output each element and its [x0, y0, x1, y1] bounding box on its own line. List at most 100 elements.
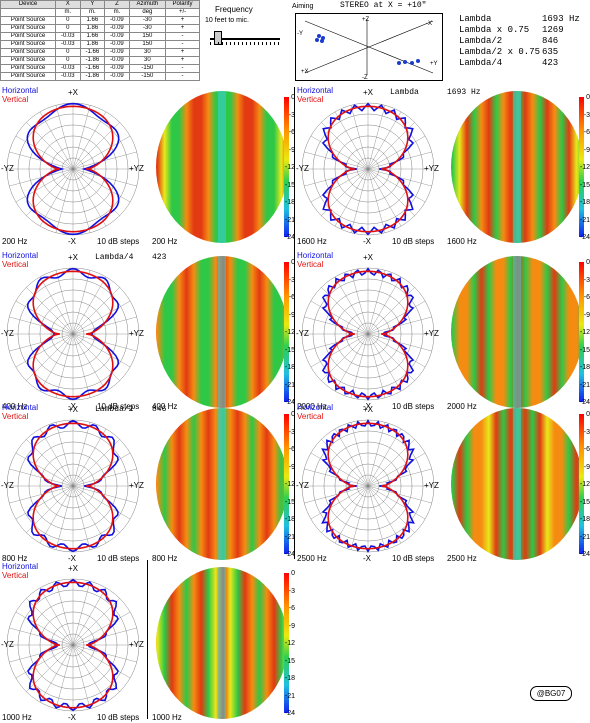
axis-left: -YZ: [296, 329, 309, 338]
table-cell: 1.66: [79, 16, 106, 25]
legend-vertical: Vertical: [297, 412, 324, 421]
horizontal-curve: [321, 267, 415, 401]
axis-top: +X: [363, 253, 374, 262]
table-cell: -0.03: [55, 32, 81, 41]
colorbar-tick: -18: [284, 199, 295, 206]
lambda-label: Lambda/2 x 0.75: [459, 47, 541, 57]
plot-steps: 10 dB steps: [97, 554, 140, 563]
colorbar-tick: -21: [284, 381, 295, 389]
plot-frequency: 1000 Hz: [2, 713, 32, 722]
axis-bottom: -X: [68, 554, 76, 563]
axis-bottom: -X: [68, 402, 76, 411]
map-frequency: 200 Hz: [152, 237, 178, 246]
table-cell: 150: [128, 40, 167, 49]
table-cell: -150: [128, 64, 167, 73]
table-cell: Point Source: [0, 72, 57, 81]
table-cell: -30: [128, 24, 167, 33]
colorbar-tick: -12: [284, 329, 295, 336]
colorbar-tick: -3: [583, 428, 590, 436]
vertical-curve: [32, 105, 114, 233]
axis-right: +YZ: [424, 329, 439, 338]
colorbar-tick: 0: [586, 94, 590, 101]
lambda-annotation: Lambda/2: [95, 405, 134, 414]
colorbar-tick: 0: [291, 570, 295, 577]
plot-steps: 10 dB steps: [97, 402, 140, 411]
table-row: Point Source -0.03 -1.86 -0.09 -150-: [0, 72, 200, 81]
legend-horizontal: Horizontal: [297, 86, 334, 95]
lambda-annotation: Lambda: [390, 88, 419, 97]
table-cell: 1.86: [79, 40, 106, 49]
axis-left: -YZ: [1, 329, 14, 338]
colorbar-tick: -24: [284, 551, 295, 558]
table-row: Point Source 0 -1.86 -0.09 30 +: [0, 56, 200, 65]
plot-frequency: 200 Hz: [2, 237, 28, 246]
polar-plot: [6, 419, 140, 553]
legend-horizontal: Horizontal: [297, 251, 334, 260]
table-row: Point Source -0.03 1.66 -0.09 150-: [0, 32, 200, 41]
axis-top: +X: [68, 564, 79, 573]
colorbar-tick: -21: [284, 692, 295, 700]
lambda-note: 846: [152, 405, 167, 414]
aim-z-bottom: -Z: [362, 75, 368, 81]
axis-left: -YZ: [296, 164, 309, 173]
legend-vertical: Vertical: [2, 571, 29, 580]
frequency-slider[interactable]: [206, 28, 284, 46]
table-cell: -: [165, 72, 200, 81]
table-cell: -0.09: [104, 24, 130, 33]
polar-plot: [6, 102, 140, 236]
table-cell: -0.09: [104, 16, 130, 25]
aiming-diagram: +Z -Z +X -X -Y +Y: [295, 13, 443, 81]
legend-horizontal: Horizontal: [2, 562, 39, 571]
table-cell: -30: [128, 16, 167, 25]
colorbar-tick: -18: [579, 364, 590, 371]
table-cell: 30: [128, 48, 167, 57]
axis-top: +X: [363, 88, 374, 97]
table-cell: -0.03: [55, 72, 81, 81]
divider-vertical-bottom: [147, 560, 148, 719]
colorbar-tick: -15: [284, 657, 295, 665]
colorbar: [579, 262, 584, 402]
colorbar-tick: -9: [583, 311, 590, 319]
table-cell: 1.66: [79, 32, 106, 41]
axis-left: -YZ: [1, 481, 14, 490]
colorbar-tick: -24: [579, 551, 590, 558]
lambda-value: 423: [542, 58, 559, 68]
colorbar-tick: -3: [288, 111, 295, 119]
aim-sources-left: [315, 34, 325, 43]
horizontal-curve: [321, 102, 415, 236]
colorbar-tick: -12: [284, 640, 295, 647]
table-cell: 1.86: [79, 24, 106, 33]
horizontal-curve: [27, 419, 119, 553]
table-cell: -: [165, 40, 200, 49]
plot-steps: 10 dB steps: [392, 554, 435, 563]
plot-frequency: 800 Hz: [2, 554, 28, 563]
table-cell: -1.86: [79, 72, 106, 81]
unit-cell: deg: [128, 8, 167, 17]
colorbar-tick: -21: [579, 381, 590, 389]
table-cell: 0: [55, 16, 81, 25]
colorbar-tick: -18: [579, 516, 590, 523]
colorbar: [284, 97, 289, 237]
polar-plot: [301, 102, 435, 236]
divider-vertical: [294, 87, 295, 559]
frequency-title: Frequency: [215, 5, 253, 14]
lambda-value: 1693 Hz: [542, 14, 580, 24]
colorbar-tick: -24: [284, 710, 295, 717]
legend-horizontal: Horizontal: [2, 86, 39, 95]
colorbar-tick: -3: [288, 276, 295, 284]
lambda-annotation: Lambda/4: [95, 253, 134, 262]
lambda-label: Lambda/2: [459, 36, 503, 46]
colorbar-tick: -15: [579, 346, 590, 354]
plot-steps: 10 dB steps: [97, 237, 140, 246]
table-cell: +: [165, 56, 200, 65]
colorbar-tick: -6: [583, 129, 590, 136]
polar-plot: [301, 267, 435, 401]
colorbar-tick: 0: [586, 411, 590, 418]
aim-x-left: +X: [301, 69, 309, 75]
plot-frequency: 1600 Hz: [297, 237, 327, 246]
table-cell: 0: [55, 48, 81, 57]
axis-bottom: -X: [363, 237, 371, 246]
lambda-label: Lambda/4: [459, 58, 503, 68]
colorbar-tick: -6: [288, 446, 295, 453]
axis-top: +X: [68, 405, 79, 414]
